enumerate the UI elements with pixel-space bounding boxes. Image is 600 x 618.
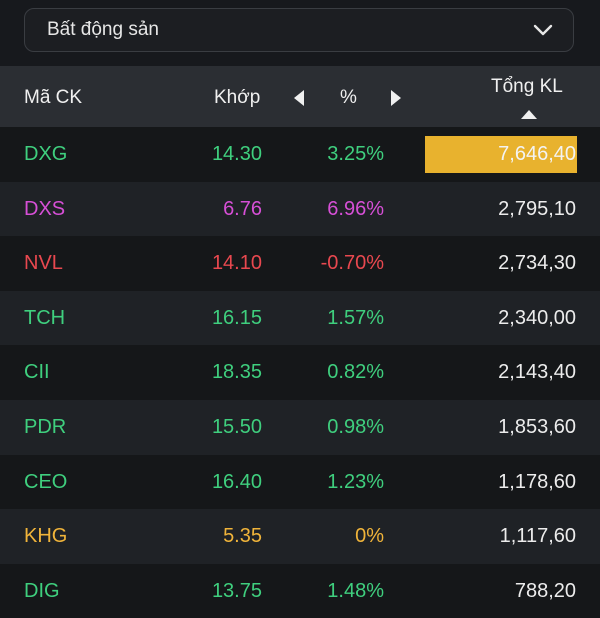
stock-row[interactable]: CII 18.35 0.82% 2,143,40 (0, 345, 600, 400)
stock-row[interactable]: DIG 13.75 1.48% 788,20 (0, 563, 600, 618)
change-percent: 3.25% (327, 143, 384, 165)
table-header: Mã CK Khớp % Tổng KL (0, 66, 600, 127)
match-price: 5.35 (223, 525, 262, 548)
total-volume: 2,734,30 (498, 252, 576, 275)
total-volume: 1,853,60 (498, 415, 576, 438)
top-bar: Bất động sản (0, 0, 600, 66)
match-price: 14.30 (211, 143, 262, 165)
change-percent: 0.98% (327, 415, 384, 438)
header-percent: % (340, 87, 357, 108)
change-percent: 0% (355, 525, 384, 548)
change-percent: 0.82% (327, 361, 384, 384)
sort-ascending-icon[interactable] (521, 106, 537, 124)
change-percent: 1.23% (327, 470, 384, 493)
stock-row[interactable]: DXS 6.76 6.96% 2,795,10 (0, 181, 600, 237)
stock-row[interactable]: PDR 15.50 0.98% 1,853,60 (0, 399, 600, 455)
stock-row[interactable]: KHG 5.35 0% 1,117,60 (0, 509, 600, 564)
stock-code: KHG (24, 525, 68, 548)
total-volume: 2,795,10 (498, 197, 576, 220)
stock-code: TCH (24, 306, 66, 329)
total-volume: 788,20 (514, 579, 576, 602)
stock-code: PDR (24, 415, 67, 438)
total-volume: 7,646,40 (498, 143, 576, 165)
stock-list: DXG 14.30 3.25% 7,646,40 DXS 6.76 6.96% 2,795,1… (0, 127, 600, 618)
change-percent: -0.70% (320, 252, 384, 275)
column-prev-arrow-icon[interactable] (293, 89, 305, 112)
total-volume: 2,340,00 (498, 306, 576, 329)
header-total-volume[interactable]: Tổng KL (491, 76, 563, 97)
stock-code: NVL (24, 252, 63, 275)
match-price: 16.15 (211, 306, 262, 329)
match-price: 13.75 (211, 579, 262, 602)
sector-dropdown-label: Bất động sản (47, 19, 159, 40)
total-volume: 2,143,40 (498, 361, 576, 384)
change-percent: 6.96% (327, 197, 384, 220)
chevron-down-icon (533, 24, 553, 36)
stock-code: CEO (24, 470, 68, 493)
match-price: 6.76 (223, 197, 262, 220)
stock-code: CII (24, 361, 50, 384)
match-price: 15.50 (211, 415, 262, 438)
volume-highlight (425, 136, 577, 173)
stock-row[interactable]: DXG 14.30 3.25% 7,646,40 (0, 127, 600, 182)
stock-row[interactable]: CEO 16.40 1.23% 1,178,60 (0, 454, 600, 510)
total-volume: 1,117,60 (499, 525, 576, 548)
match-price: 18.35 (211, 361, 262, 384)
match-price: 16.40 (211, 470, 262, 493)
stock-row[interactable]: TCH 16.15 1.57% 2,340,00 (0, 290, 600, 346)
stock-code: DXS (24, 197, 66, 220)
sector-dropdown[interactable]: Bất động sản (24, 8, 574, 52)
stock-code: DIG (24, 579, 60, 602)
change-percent: 1.48% (327, 579, 384, 602)
change-percent: 1.57% (327, 306, 384, 329)
total-volume: 1,178,60 (498, 470, 576, 493)
header-match: Khớp (214, 87, 261, 108)
stock-row[interactable]: NVL 14.10 -0.70% 2,734,30 (0, 236, 600, 291)
stock-code: DXG (24, 143, 68, 165)
match-price: 14.10 (211, 252, 262, 275)
column-next-arrow-icon[interactable] (390, 89, 402, 112)
header-code: Mã CK (24, 87, 83, 108)
